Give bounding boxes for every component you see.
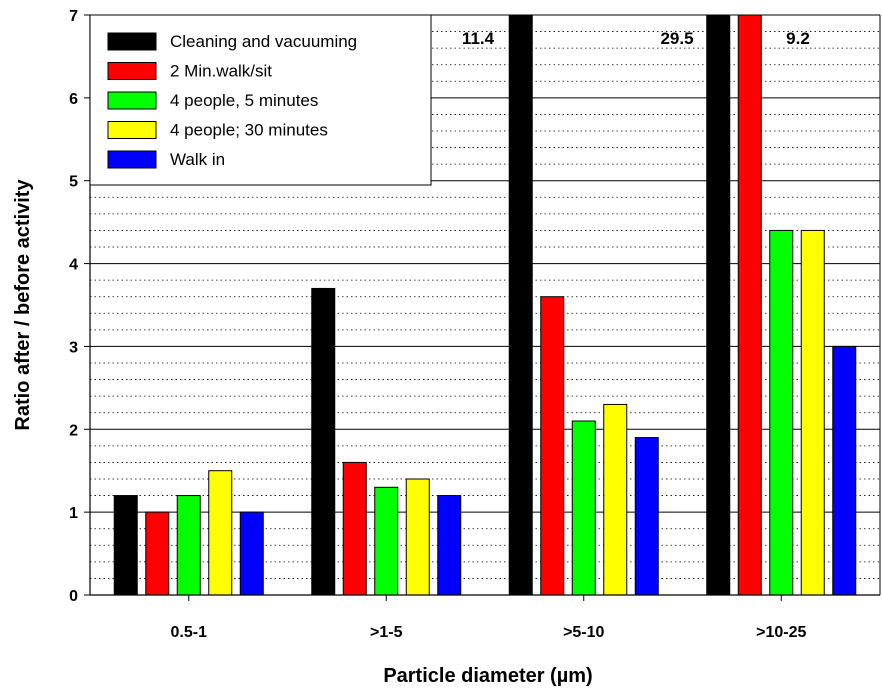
legend-label: 4 people; 30 minutes xyxy=(170,121,328,140)
bar xyxy=(437,495,462,596)
y-tick-labels: 0 1 2 3 4 5 6 7 xyxy=(69,8,90,605)
overflow-labels: 11.4 29.5 9.2 xyxy=(462,29,810,48)
bar xyxy=(508,14,533,596)
y-tick-label: 1 xyxy=(69,505,78,522)
x-tick-label: >10-25 xyxy=(756,624,806,641)
annotation-label: 9.2 xyxy=(786,29,810,48)
y-tick-label: 0 xyxy=(69,588,78,605)
y-tick-label: 5 xyxy=(69,174,78,191)
legend-label: Walk in xyxy=(170,150,225,169)
bar xyxy=(405,478,430,596)
legend: Cleaning and vacuuming 2 Min.walk/sit 4 pe… xyxy=(89,14,432,186)
bar xyxy=(800,229,825,596)
bar xyxy=(113,495,138,596)
bar xyxy=(769,229,794,596)
y-tick-label: 4 xyxy=(69,257,78,274)
bar xyxy=(342,461,367,596)
bar xyxy=(145,511,170,596)
bar xyxy=(311,287,336,596)
x-axis-title: Particle diameter (µm) xyxy=(383,665,592,687)
bar xyxy=(832,345,857,596)
bar xyxy=(176,495,201,596)
bar xyxy=(603,403,628,596)
x-tick-label: >5-10 xyxy=(563,624,604,641)
x-tick-label: >1-5 xyxy=(370,624,403,641)
y-tick-label: 7 xyxy=(69,8,78,25)
annotation-label: 29.5 xyxy=(660,29,693,48)
bar xyxy=(374,486,399,596)
y-tick-label: 3 xyxy=(69,339,78,356)
legend-label: Cleaning and vacuuming xyxy=(170,32,357,51)
legend-label: 4 people, 5 minutes xyxy=(170,91,318,110)
y-tick-label: 6 xyxy=(69,91,78,108)
y-axis-title: Ratio after / before activity xyxy=(12,179,34,431)
legend-swatch xyxy=(107,150,157,169)
legend-swatch xyxy=(107,91,157,110)
bar xyxy=(737,14,762,596)
bar xyxy=(634,437,659,596)
legend-swatch xyxy=(107,32,157,51)
bar xyxy=(540,296,565,596)
legend-swatch xyxy=(107,62,157,80)
x-tick-label: 0.5-1 xyxy=(171,624,208,641)
legend-swatch xyxy=(107,121,157,139)
bar xyxy=(239,511,264,596)
x-tick-labels: 0.5-1 >1-5 >5-10 >10-25 xyxy=(171,595,806,641)
bar xyxy=(571,420,596,596)
annotation-label: 11.4 xyxy=(462,29,495,48)
legend-label: 2 Min.walk/sit xyxy=(170,62,272,81)
y-tick-label: 2 xyxy=(69,422,78,439)
bar xyxy=(706,14,731,596)
bar xyxy=(208,470,233,596)
